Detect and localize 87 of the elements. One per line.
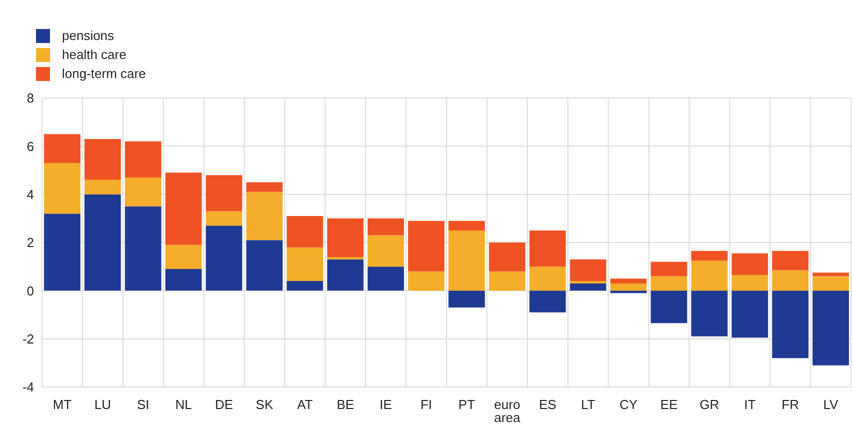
bar xyxy=(206,211,242,226)
bar xyxy=(691,290,728,336)
bar xyxy=(408,271,444,291)
bar xyxy=(165,172,202,245)
bar xyxy=(610,278,647,284)
bar xyxy=(732,253,768,276)
x-tick-label: PT xyxy=(458,397,476,412)
bar xyxy=(246,240,283,291)
bar xyxy=(327,256,364,260)
bar xyxy=(84,138,121,180)
bar xyxy=(44,134,80,164)
bar xyxy=(570,259,606,282)
y-tick-label: -2 xyxy=(22,331,34,346)
bar xyxy=(691,260,728,291)
bar xyxy=(327,259,364,291)
x-tick-label: LT xyxy=(580,397,596,412)
x-tick-label: SK xyxy=(256,397,274,412)
bar xyxy=(772,250,809,270)
x-tick-label: IE xyxy=(380,397,392,412)
x-tick-label: LU xyxy=(94,397,111,412)
bar xyxy=(84,180,121,194)
bar xyxy=(368,266,404,291)
bar xyxy=(448,290,485,308)
bar xyxy=(206,226,242,291)
y-tick-label: 8 xyxy=(26,90,34,106)
bar xyxy=(529,266,566,291)
bar xyxy=(368,235,404,267)
bar xyxy=(206,175,242,212)
bar xyxy=(165,244,202,269)
bar xyxy=(772,290,809,358)
bar xyxy=(772,270,809,291)
x-tick-label: AT xyxy=(297,397,313,412)
x-tick-label: ES xyxy=(538,397,557,412)
x-tick-label: MT xyxy=(52,397,72,412)
x-tick-label: DE xyxy=(214,397,234,412)
bar xyxy=(732,290,768,338)
y-tick-label: -4 xyxy=(22,380,34,395)
bar xyxy=(44,214,80,291)
legend-label: long-term care xyxy=(62,65,146,83)
bar xyxy=(610,290,647,294)
legend-label: pensions xyxy=(62,27,114,45)
bar xyxy=(124,141,162,178)
x-tick-label: LV xyxy=(823,397,839,412)
x-tick-label: IT xyxy=(744,397,756,412)
x-tick-label: FI xyxy=(420,397,432,412)
x-tick-label: NL xyxy=(175,397,192,412)
bar xyxy=(529,290,566,312)
bar xyxy=(448,230,485,291)
bar xyxy=(732,275,768,291)
bar xyxy=(44,163,80,214)
bar xyxy=(84,194,121,291)
bar xyxy=(650,276,688,291)
bar xyxy=(286,247,324,282)
x-tick-label: BE xyxy=(336,397,354,412)
bar xyxy=(812,276,849,291)
bar xyxy=(650,262,688,276)
y-tick-label: 6 xyxy=(26,138,34,154)
bar xyxy=(812,290,849,366)
bar xyxy=(691,250,728,261)
bar xyxy=(246,182,283,192)
bar xyxy=(368,218,404,236)
x-tick-label: SI xyxy=(136,397,150,412)
bar xyxy=(650,290,688,324)
bar xyxy=(448,220,485,230)
bar xyxy=(488,242,526,272)
bar xyxy=(246,192,283,240)
bar xyxy=(124,177,162,206)
bar xyxy=(286,216,324,248)
bar xyxy=(124,206,162,291)
y-tick-label: 4 xyxy=(26,186,34,202)
x-tick-label: euro area xyxy=(494,397,521,425)
x-tick-label: FR xyxy=(782,397,799,412)
bar xyxy=(286,281,324,291)
bar xyxy=(812,272,849,276)
y-tick-label: 0 xyxy=(26,283,34,298)
bar xyxy=(610,283,647,291)
bar xyxy=(570,283,606,291)
x-tick-label: CY xyxy=(619,397,638,412)
x-tick-label: GR xyxy=(700,397,720,412)
bar xyxy=(488,271,526,291)
bar xyxy=(327,218,364,257)
legend-label: health care xyxy=(62,46,126,64)
y-tick-label: 2 xyxy=(26,235,34,250)
bar xyxy=(165,268,202,291)
x-tick-label: EE xyxy=(660,397,678,412)
bar xyxy=(408,220,444,272)
bar xyxy=(529,230,566,267)
